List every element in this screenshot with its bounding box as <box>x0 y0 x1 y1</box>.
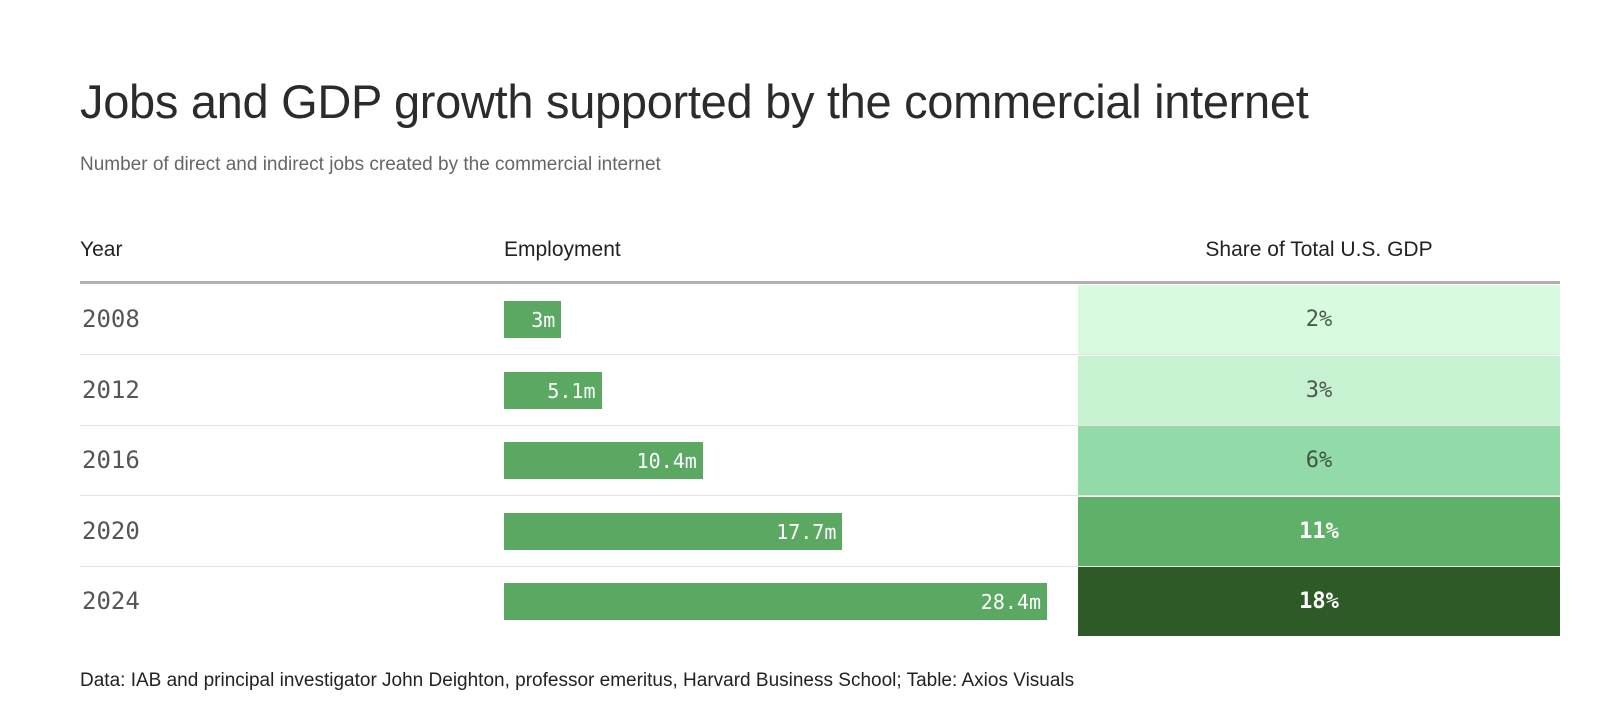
employment-bar: 5.1m <box>504 371 602 409</box>
employment-label: 10.4m <box>636 449 697 473</box>
gdp-share-cell: 6% <box>1078 426 1560 495</box>
gdp-share-cell: 11% <box>1078 496 1560 566</box>
employment-label: 17.7m <box>776 519 837 544</box>
year-cell: 2012 <box>82 375 140 404</box>
gdp-share-cell: 2% <box>1078 285 1560 354</box>
gdp-share-cell: 18% <box>1078 567 1560 636</box>
table-row: 2020 17.7m 11% <box>80 496 1560 567</box>
employment-bar: 17.7m <box>504 512 843 550</box>
table-row: 2016 10.4m 6% <box>80 426 1560 496</box>
employment-label: 5.1m <box>547 378 596 403</box>
table-row: 2024 28.4m 18% <box>80 567 1560 637</box>
chart-subtitle: Number of direct and indirect jobs creat… <box>80 154 661 175</box>
gdp-share-cell: 3% <box>1078 355 1560 425</box>
chart-title: Jobs and GDP growth supported by the com… <box>80 75 1309 128</box>
employment-label: 3m <box>531 308 556 332</box>
year-cell: 2020 <box>82 516 140 545</box>
year-cell: 2016 <box>82 446 140 474</box>
employment-bar: 10.4m <box>504 442 703 479</box>
column-header-employment: Employment <box>504 238 621 261</box>
column-header-gdp-share: Share of Total U.S. GDP <box>1205 238 1433 261</box>
employment-bar: 28.4m <box>504 583 1047 620</box>
source-note: Data: IAB and principal investigator Joh… <box>80 670 1075 691</box>
table-row: 2008 3m 2% <box>80 285 1560 355</box>
year-cell: 2024 <box>82 587 140 615</box>
column-header-year: Year <box>80 238 123 261</box>
year-cell: 2008 <box>82 305 140 333</box>
employment-bar: 3m <box>504 301 562 338</box>
header-rule <box>80 281 1560 284</box>
table-row: 2012 5.1m 3% <box>80 355 1560 426</box>
employment-label: 28.4m <box>980 590 1041 614</box>
